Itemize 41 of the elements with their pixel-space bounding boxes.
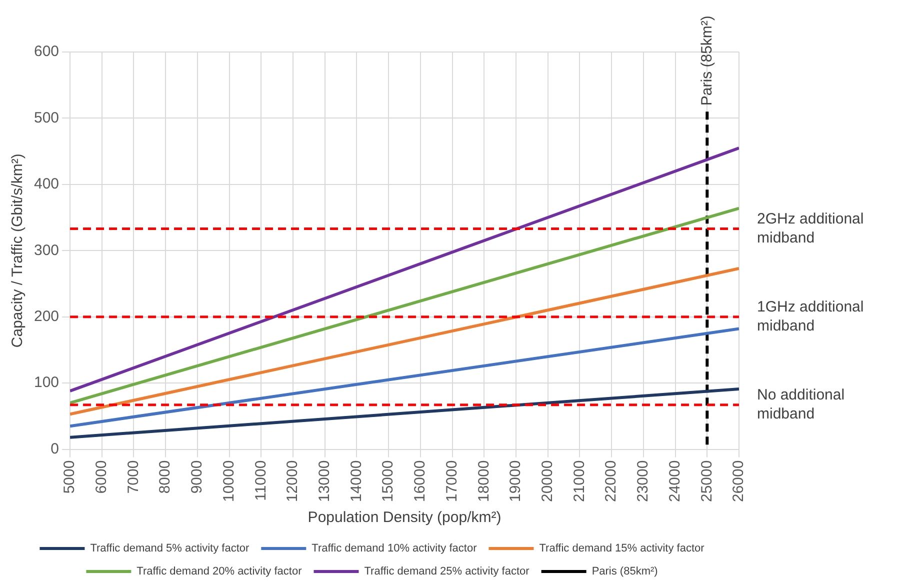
x-tick-label: 6000 <box>93 460 110 494</box>
y-axis-title: Capacity / Traffic (Gbit/s/km²) <box>9 154 26 348</box>
x-tick-label: 16000 <box>412 460 429 502</box>
ref-line-label: No additional midband <box>757 386 845 423</box>
y-tick-label: 200 <box>34 308 60 325</box>
x-tick-label: 9000 <box>188 460 206 494</box>
legend-label: Traffic demand 20% activity factor <box>136 566 302 578</box>
y-tick-label: 0 <box>50 440 60 458</box>
x-tick-label: 19000 <box>507 460 524 502</box>
x-tick-label: 25000 <box>698 460 716 502</box>
x-tick-label: 10000 <box>220 460 238 502</box>
x-tick-label: 15000 <box>380 460 397 502</box>
x-tick-label: 23000 <box>634 460 652 502</box>
y-tick-label: 300 <box>34 242 60 259</box>
x-tick-label: 21000 <box>570 460 588 502</box>
x-tick-label: 5000 <box>61 460 78 494</box>
text: Paris (85km²) <box>698 16 716 106</box>
x-tick-label: 20000 <box>539 460 556 502</box>
x-tick-label: 13000 <box>316 460 334 502</box>
y-tick-label: 500 <box>34 109 60 126</box>
x-tick-label: 8000 <box>156 460 174 494</box>
legend-label: Traffic demand 25% activity factor <box>364 566 530 578</box>
x-axis-title: Population Density (pop/km²) <box>308 509 502 526</box>
ref-line-label: 1GHz additional midband <box>757 298 864 334</box>
x-tick-label: 24000 <box>666 460 684 502</box>
legend-label: Traffic demand 15% activity factor <box>539 542 705 555</box>
x-tick-label: 26000 <box>730 460 748 502</box>
x-tick-label: 14000 <box>348 460 365 502</box>
x-tick-label: 7000 <box>124 460 142 494</box>
x-tick-label: 12000 <box>284 460 302 502</box>
legend-label: Traffic demand 5% activity factor <box>90 542 250 555</box>
ref-line-label: 2GHz additional midband <box>757 210 864 246</box>
y-tick-label: 100 <box>34 374 60 392</box>
y-tick-label: 600 <box>34 43 60 60</box>
legend-label: Paris (85km²) <box>592 566 658 578</box>
legend-label: Traffic demand 10% activity factor <box>312 542 478 555</box>
y-tick-label: 400 <box>34 176 60 193</box>
x-tick-label: 22000 <box>602 460 620 502</box>
x-tick-label: 17000 <box>443 460 460 502</box>
x-tick-label: 18000 <box>475 460 492 502</box>
x-tick-label: 11000 <box>252 460 270 501</box>
